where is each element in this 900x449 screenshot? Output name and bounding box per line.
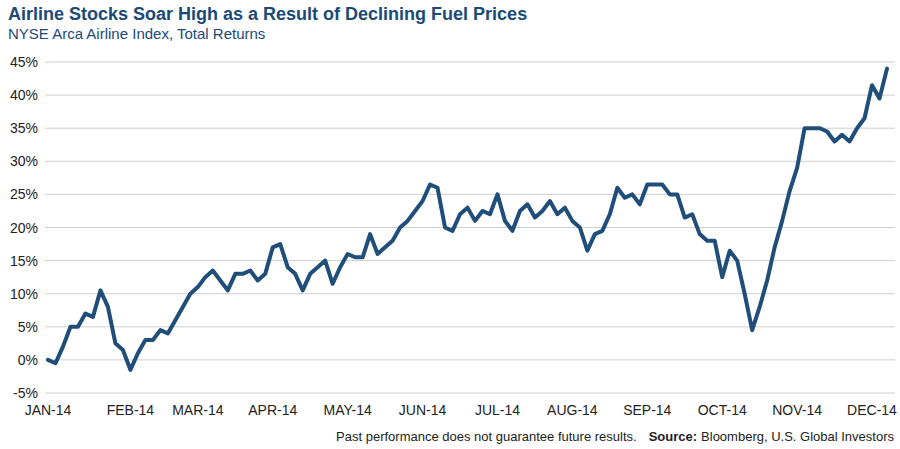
- grid-line: [45, 393, 895, 394]
- x-tick-label: JUL-14: [475, 402, 520, 418]
- grid-line: [45, 260, 895, 261]
- x-tick-label: AUG-14: [547, 402, 598, 418]
- y-tick-label: 45%: [10, 54, 38, 70]
- y-tick-label: 5%: [18, 319, 38, 335]
- grid-line: [45, 359, 895, 360]
- y-tick-label: 40%: [10, 87, 38, 103]
- x-tick-label: SEP-14: [623, 402, 671, 418]
- grid-line: [45, 194, 895, 195]
- footer: Past performance does not guarantee futu…: [336, 429, 894, 444]
- y-tick-label: 25%: [10, 186, 38, 202]
- y-tick-label: 35%: [10, 120, 38, 136]
- x-tick-label: OCT-14: [698, 402, 747, 418]
- grid-line: [45, 95, 895, 96]
- x-tick-label: MAY-14: [324, 402, 372, 418]
- footnote: Past performance does not guarantee futu…: [336, 429, 637, 444]
- x-tick-label: DEC-14: [847, 402, 897, 418]
- grid-line: [45, 293, 895, 294]
- title: Airline Stocks Soar High as a Result of …: [8, 4, 527, 24]
- subtitle: NYSE Arca Airline Index, Total Returns: [8, 25, 265, 42]
- grid-line: [45, 161, 895, 162]
- grid-line: [45, 128, 895, 129]
- chart: Airline Stocks Soar High as a Result of …: [0, 0, 900, 449]
- grid-line: [45, 62, 895, 63]
- y-tick-label: 0%: [18, 352, 38, 368]
- grid-line: [45, 227, 895, 228]
- source-label: Source:: [649, 429, 697, 444]
- x-tick-label: NOV-14: [772, 402, 822, 418]
- x-tick-label: JUN-14: [399, 402, 447, 418]
- x-tick-label: FEB-14: [107, 402, 155, 418]
- source: Bloomberg, U.S. Global Investors: [701, 429, 894, 444]
- y-tick-label: 15%: [10, 253, 38, 269]
- x-tick-label: JAN-14: [25, 402, 72, 418]
- y-tick-label: 30%: [10, 153, 38, 169]
- y-tick-label: -5%: [13, 385, 38, 401]
- plot-area: [48, 69, 887, 370]
- x-tick-label: APR-14: [248, 402, 297, 418]
- y-tick-label: 20%: [10, 220, 38, 236]
- x-tick-label: MAR-14: [172, 402, 224, 418]
- y-tick-label: 10%: [10, 286, 38, 302]
- index-line: [48, 69, 887, 370]
